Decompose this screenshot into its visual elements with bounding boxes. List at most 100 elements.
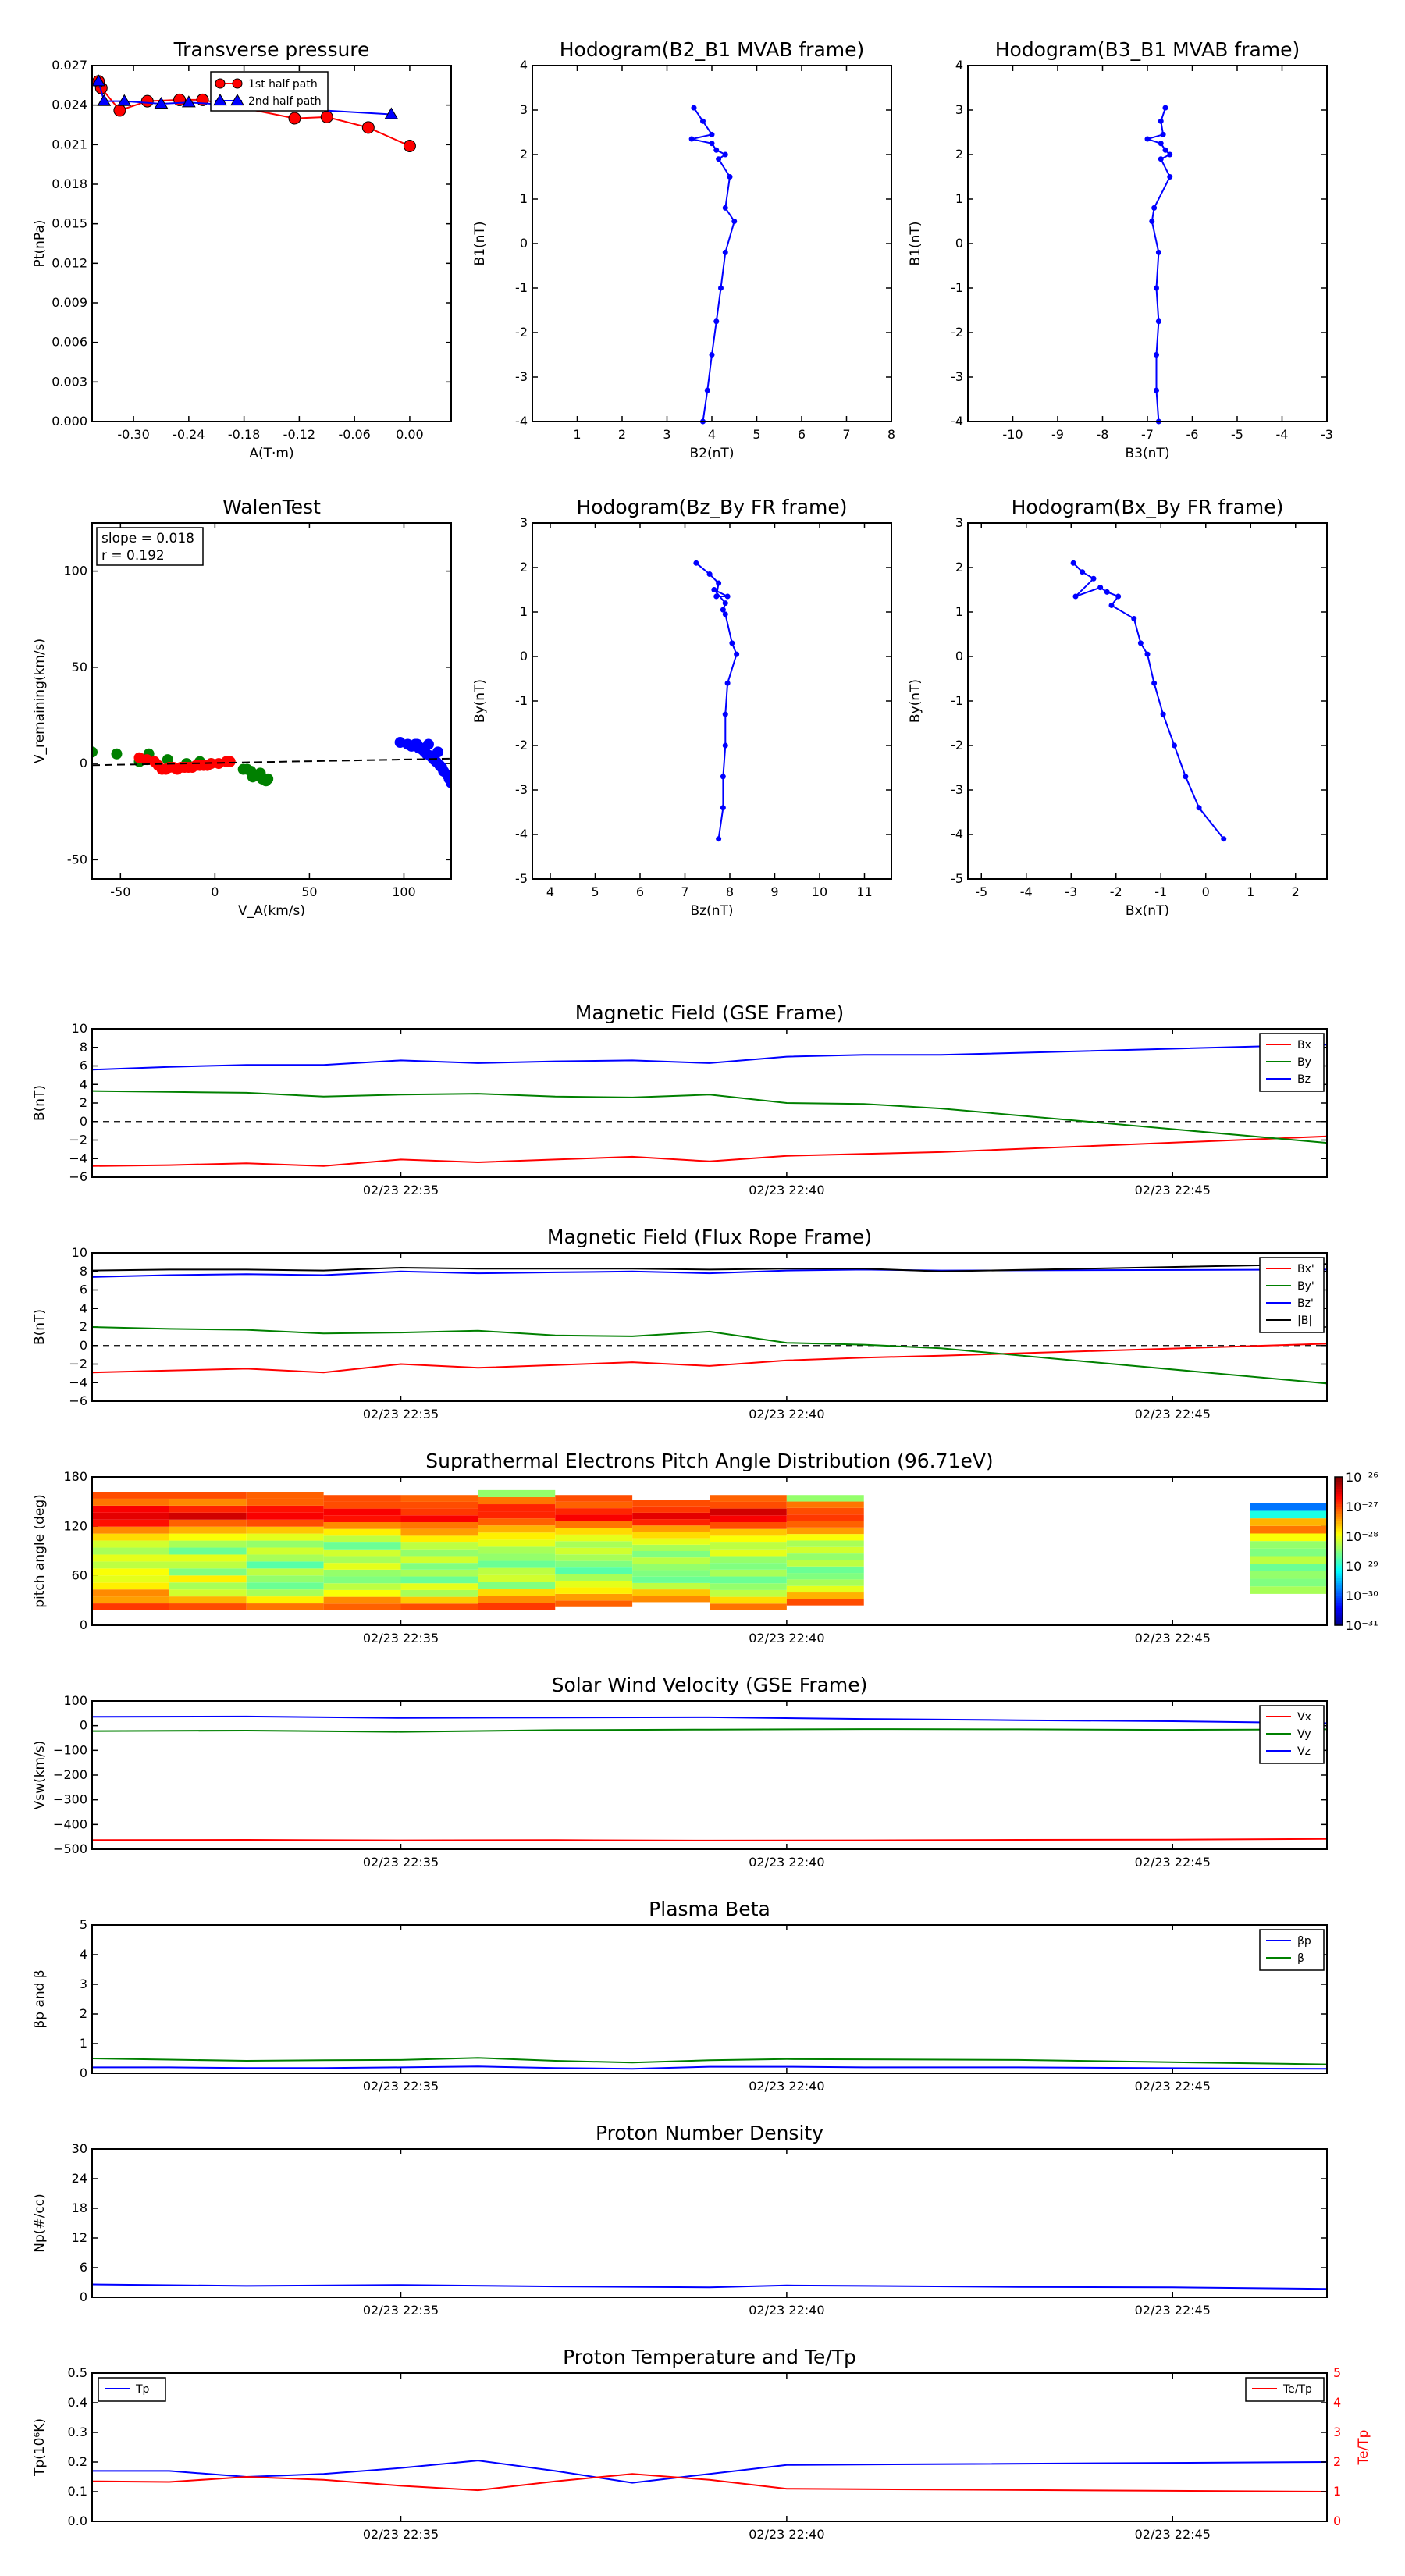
transverse-pressure-legend-label: 1st half path (248, 78, 318, 91)
pitch-angle-distribution-colorbar-step (1335, 1479, 1343, 1482)
magnetic-field-gse-ytick-label: 10 (72, 1021, 87, 1036)
pitch-angle-distribution-cell (246, 1526, 324, 1534)
hodogram-bz-by-series-0-point (693, 560, 699, 566)
plasma-beta-panel: Plasma Beta 02/23 22:35 02/23 22:40 02/23 2… (32, 1898, 1328, 2094)
pitch-angle-distribution-cell (169, 1596, 247, 1604)
proton-temperature-ylabel: Tp(10⁶K) (32, 2418, 48, 2477)
pitch-angle-distribution-colorbar-step (1335, 1539, 1343, 1542)
pitch-angle-distribution-cell (92, 1505, 169, 1513)
proton-temperature-xtick-label: 02/23 22:35 (363, 2527, 439, 2542)
pitch-angle-distribution-cell (400, 1596, 478, 1604)
pitch-angle-distribution-cell (478, 1553, 556, 1561)
magnetic-field-fr-legend: Bx' By' Bz' |B| (1259, 1257, 1325, 1333)
hodogram-b2-b1-series-0-point (722, 205, 728, 211)
hodogram-bz-by-xtick-label: 11 (856, 884, 872, 899)
hodogram-b3-b1-ytick-label: -3 (951, 369, 963, 384)
hodogram-b2-b1-ylabel: B1(nT) (472, 222, 488, 266)
hodogram-bz-by-series-0-point (734, 651, 740, 657)
pitch-angle-distribution-colorbar-step (1335, 1560, 1343, 1564)
hodogram-b2-b1-xtick-label: 5 (752, 427, 760, 442)
magnetic-field-fr-ytick-label: 6 (80, 1283, 87, 1297)
transverse-pressure-ytick-label: 0.024 (52, 98, 87, 112)
pitch-angle-distribution-cell (555, 1521, 633, 1528)
hodogram-bx-by-xtick-label: -3 (1065, 884, 1077, 899)
walen-test-point (446, 777, 451, 788)
hodogram-b3-b1-series-0-point (1167, 151, 1173, 158)
pitch-angle-distribution-cell (92, 1603, 169, 1610)
pitch-angle-distribution-colorbar-step (1335, 1556, 1343, 1560)
pitch-angle-distribution-cell (323, 1576, 401, 1584)
pitch-angle-distribution-cell (169, 1505, 247, 1513)
pitch-angle-distribution-cell (478, 1574, 556, 1582)
hodogram-b3-b1-xtick-label: -4 (1276, 427, 1289, 442)
walen-test-frame (91, 522, 452, 880)
transverse-pressure-series-2ndhalfpath-point (154, 96, 169, 109)
hodogram-b2-b1-ytick-label: 3 (520, 102, 528, 117)
pitch-angle-distribution-colorbar-step (1335, 1526, 1343, 1530)
solar-wind-velocity-ytick-label: −100 (53, 1742, 87, 1757)
hodogram-b2-b1-xtick-label: 8 (887, 427, 895, 442)
solar-wind-velocity-xtick-label: 02/23 22:45 (1135, 1855, 1211, 1870)
solar-wind-velocity-frame (91, 1700, 1328, 1850)
hodogram-bx-by-xtick-label: -4 (1020, 884, 1033, 899)
pitch-angle-distribution-cell (92, 1554, 169, 1562)
walen-test-ylabel: V_remaining(km/s) (32, 639, 48, 763)
pitch-angle-distribution-colorbar-step (1335, 1563, 1343, 1567)
magnetic-field-gse-legend: Bx By Bz (1259, 1033, 1325, 1092)
pitch-angle-distribution-cell (92, 1575, 169, 1583)
pitch-angle-distribution-cell (555, 1541, 633, 1548)
pitch-angle-distribution-cell (92, 1492, 169, 1499)
hodogram-bz-by-series-0-point (722, 611, 728, 617)
hodogram-bz-by-panel: Hodogram(Bz_By FR frame)4 5 6 7 8 9 10 11-5-4-3… (472, 496, 892, 919)
pitch-angle-distribution-cell (710, 1576, 787, 1584)
transverse-pressure-series-2ndhalfpath-point (181, 95, 196, 108)
magnetic-field-fr-legend-label: Bx' (1297, 1263, 1314, 1276)
proton-temperature-ytick-right-label: 0 (1333, 2514, 1341, 2528)
pitch-angle-distribution-cell (400, 1556, 478, 1564)
proton-temperature-legend-label: Tp (135, 2383, 150, 2396)
pitch-angle-distribution-cell (478, 1539, 556, 1547)
pitch-angle-distribution-cell (323, 1515, 401, 1522)
magnetic-field-fr-xtick-label: 02/23 22:35 (363, 1407, 439, 1421)
hodogram-b2-b1-series-0-point (727, 174, 733, 180)
plasma-beta-ytick-label: 3 (80, 1976, 87, 1991)
pitch-angle-distribution-colorbar-step (1335, 1596, 1343, 1599)
pitch-angle-distribution-cell (169, 1512, 247, 1520)
magnetic-field-gse-frame (91, 1028, 1328, 1178)
pitch-angle-distribution-cell (323, 1501, 401, 1509)
magnetic-field-gse-legend-label: Bx (1297, 1039, 1311, 1051)
proton-temperature-ytick-right-label: 4 (1333, 2395, 1341, 2410)
pitch-angle-distribution-colorbar-label: 10⁻³⁰ (1346, 1589, 1378, 1603)
hodogram-b3-b1-xtick-label: -10 (1002, 427, 1023, 442)
hodogram-b3-b1-xtick-label: -3 (1321, 427, 1333, 442)
pitch-angle-distribution-ytick-label: 120 (63, 1518, 87, 1533)
magnetic-field-gse-xtick-label: 02/23 22:35 (363, 1183, 439, 1197)
hodogram-bx-by-xtick-label: 2 (1292, 884, 1300, 899)
hodogram-b3-b1-ytick-label: -1 (951, 280, 963, 295)
hodogram-b3-b1-series-0-line (1144, 107, 1172, 422)
solar-wind-velocity-series-vx-line (91, 1838, 1328, 1841)
pitch-angle-distribution-cell (92, 1498, 169, 1506)
hodogram-b3-b1-ytick-label: 1 (955, 191, 963, 206)
pitch-angle-distribution-cell (400, 1501, 478, 1509)
pitch-angle-distribution-cell (786, 1573, 864, 1580)
pitch-angle-distribution-colorbar-step (1335, 1511, 1343, 1515)
magnetic-field-gse-series-bx-line (91, 1135, 1328, 1167)
hodogram-bz-by-ytick-label: 0 (520, 649, 528, 664)
hodogram-bx-by-series-0-point (1115, 593, 1122, 600)
solar-wind-velocity-ytick-label: −200 (53, 1767, 87, 1782)
pitch-angle-distribution-cell (478, 1532, 556, 1540)
solar-wind-velocity-ytick-label: −300 (53, 1792, 87, 1807)
pitch-angle-distribution-cell (169, 1526, 247, 1534)
hodogram-b3-b1-series-0-point (1151, 205, 1158, 211)
hodogram-bx-by-series-0-point (1104, 589, 1110, 595)
proton-number-density-title: Proton Number Density (596, 2122, 823, 2144)
walen-test-ytick-label: 0 (80, 756, 87, 770)
hodogram-bz-by-series-0-point (706, 571, 713, 578)
pitch-angle-distribution-cell (555, 1587, 633, 1594)
hodogram-b3-b1-frame (967, 65, 1328, 422)
pitch-angle-distribution-cell (1250, 1556, 1327, 1564)
solar-wind-velocity-legend: Vx Vy Vz (1259, 1705, 1325, 1764)
pitch-angle-distribution-colorbar-step (1335, 1524, 1343, 1527)
hodogram-b3-b1-series-0-point (1162, 105, 1168, 111)
